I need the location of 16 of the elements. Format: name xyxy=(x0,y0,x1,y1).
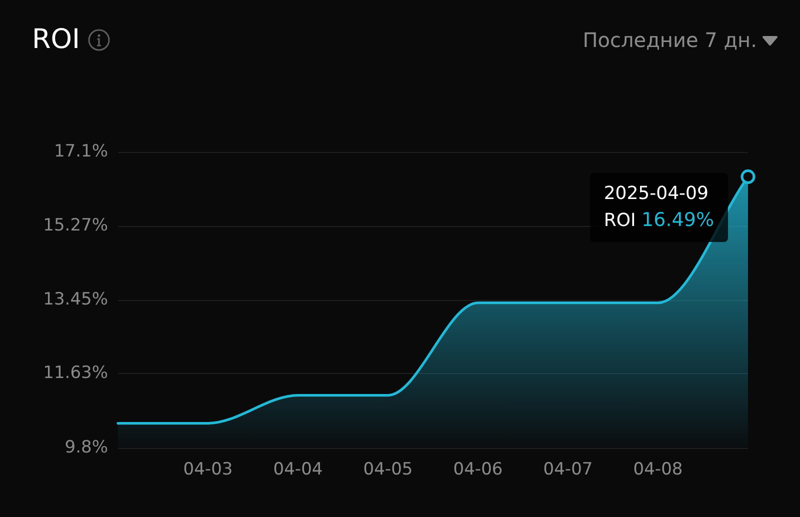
y-tick-label: 15.27% xyxy=(43,216,108,236)
x-tick-label: 04-04 xyxy=(273,460,323,480)
y-tick-label: 9.8% xyxy=(64,437,108,458)
chart-title: ROI xyxy=(32,23,80,57)
x-tick-label: 04-08 xyxy=(633,460,683,480)
x-tick-label: 04-06 xyxy=(453,460,503,480)
x-tick-label: 04-05 xyxy=(363,460,413,480)
y-tick-label: 13.45% xyxy=(43,289,108,310)
y-tick-label: 17.1% xyxy=(54,141,108,162)
y-tick-label: 11.63% xyxy=(43,363,108,384)
x-tick-label: 04-03 xyxy=(183,460,233,480)
annotation: 2025-04-09 xyxy=(604,182,710,206)
x-tick-label: 04-07 xyxy=(543,460,593,480)
chart-subtitle: Последние 7 дн. xyxy=(582,27,757,54)
data-label: 16.49% xyxy=(642,208,714,231)
tooltip: 2025-04-09 ROI 16.49% xyxy=(590,172,728,242)
